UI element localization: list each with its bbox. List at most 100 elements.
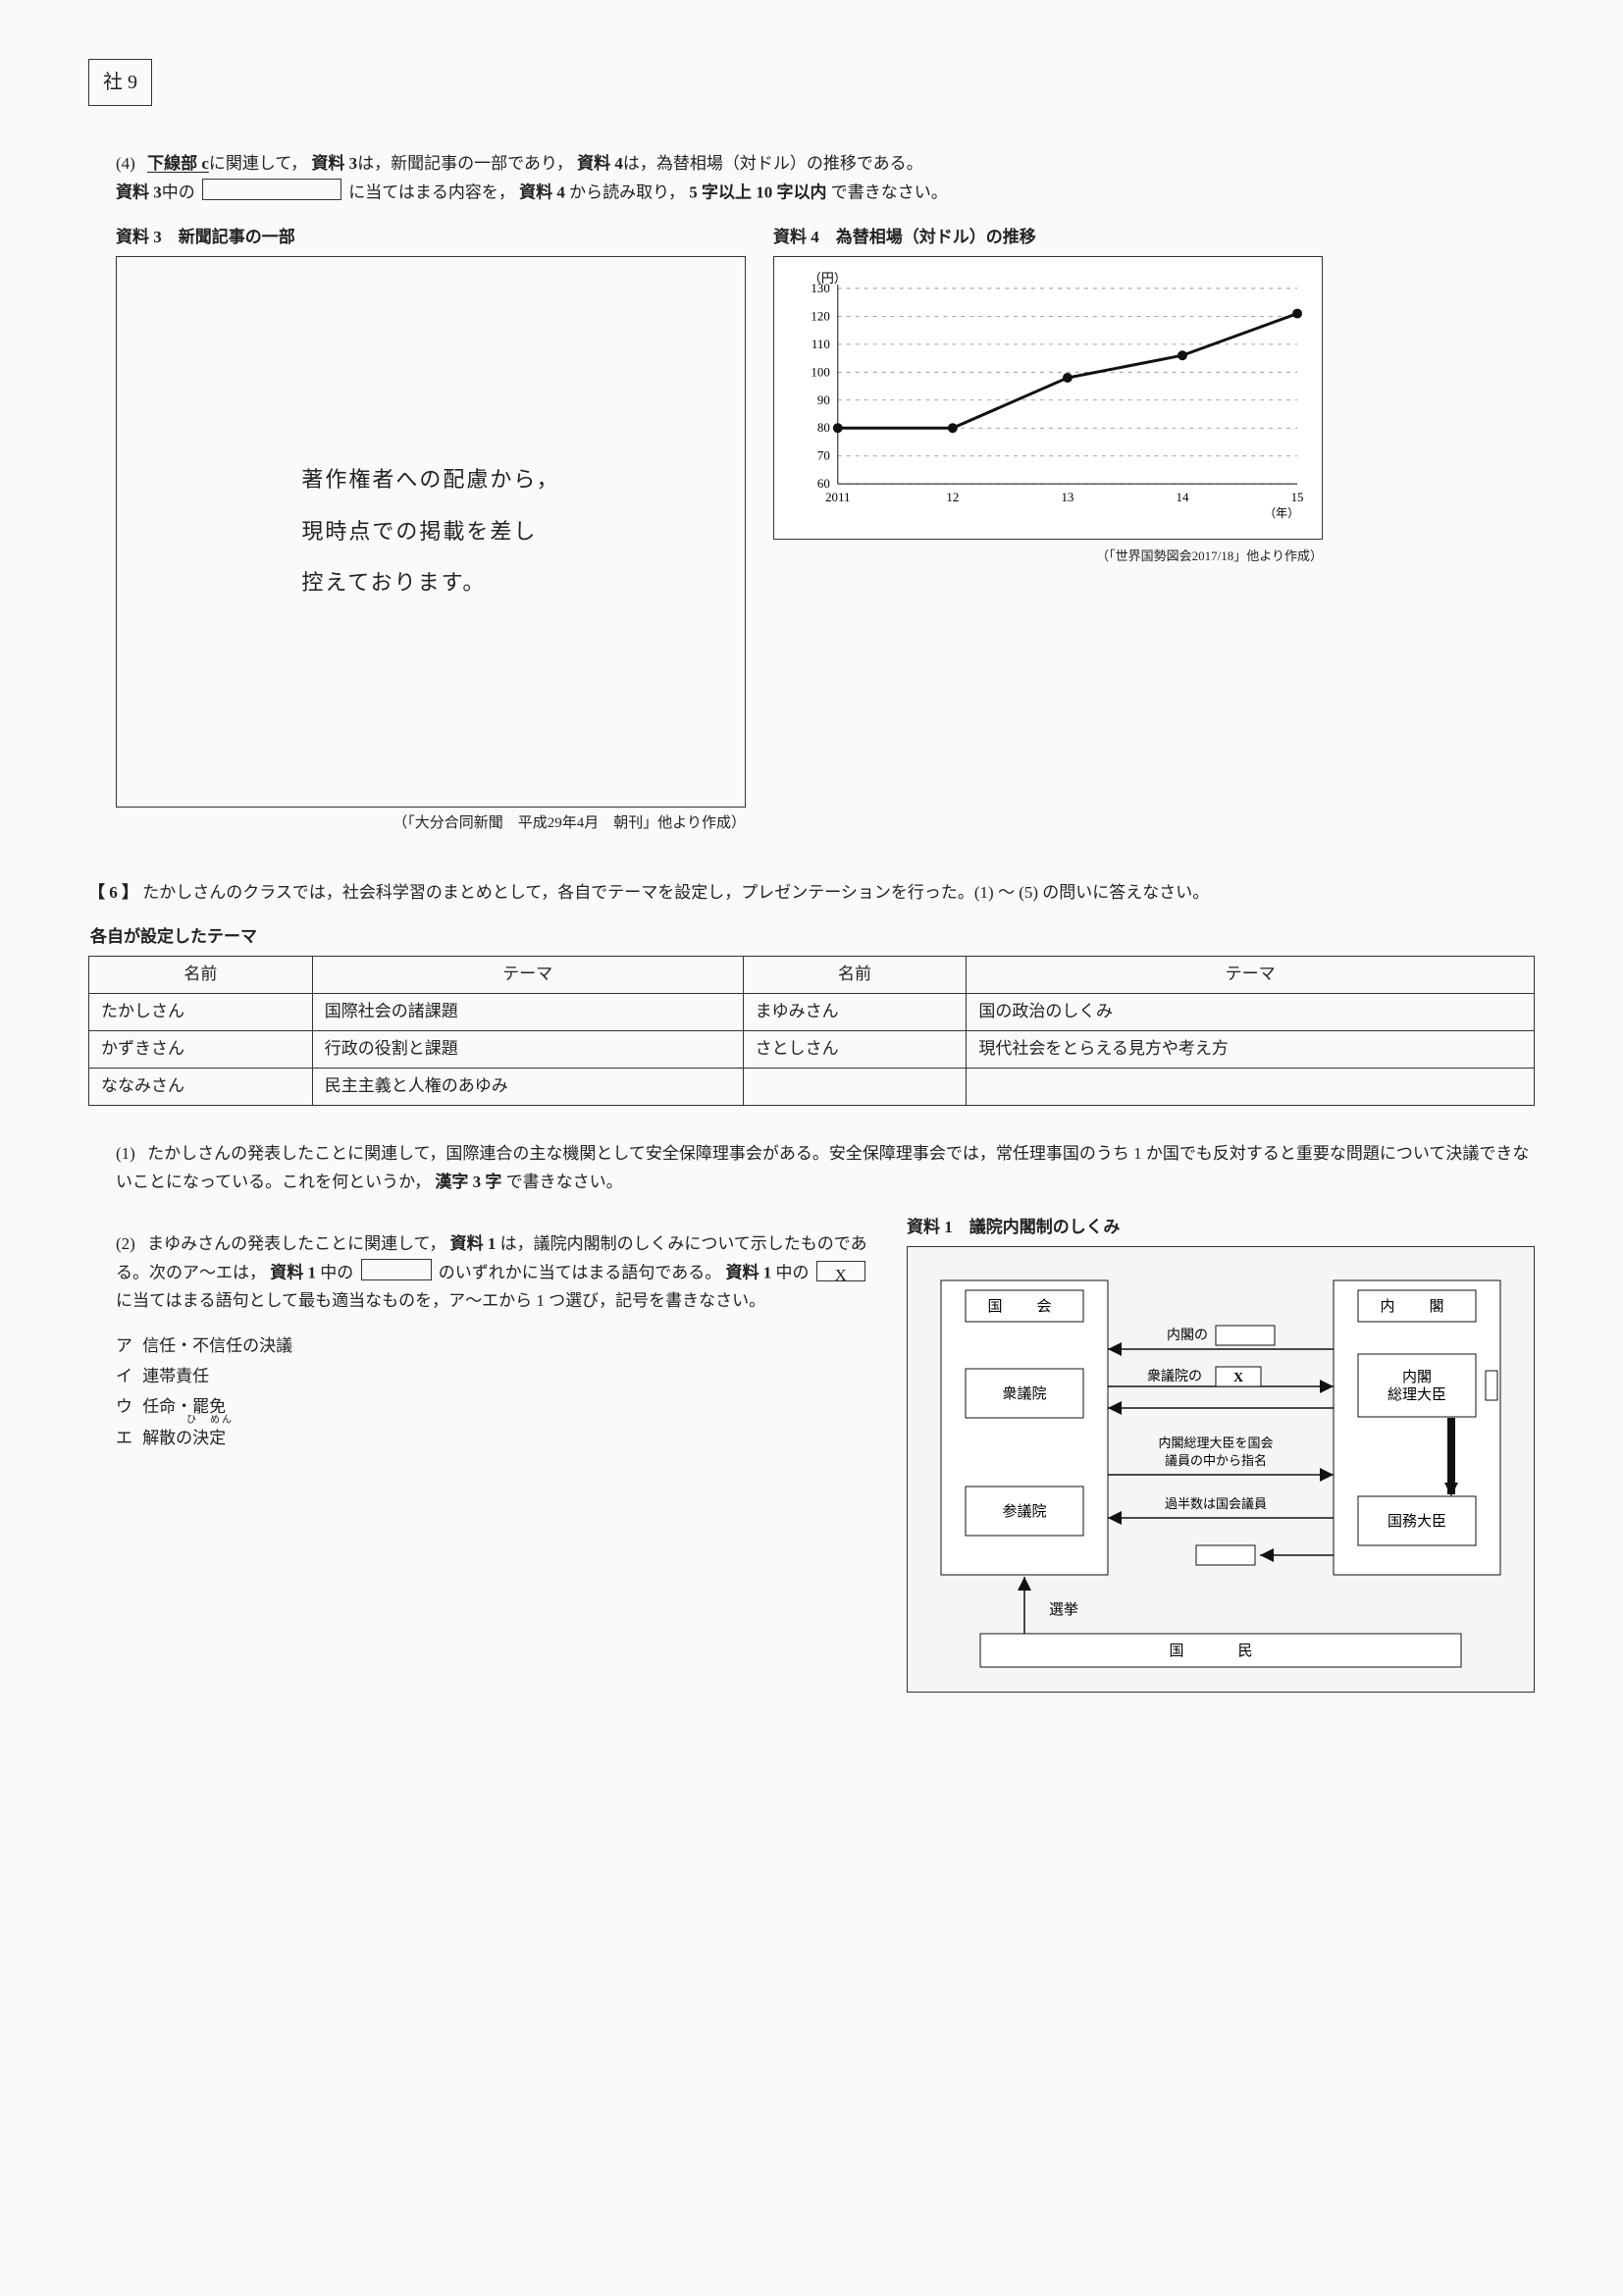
svg-text:衆議院: 衆議院 [1002,1384,1046,1402]
x-label: X [835,1266,847,1284]
svg-text:70: 70 [817,448,830,463]
svg-text:90: 90 [817,392,830,407]
table-cell [743,1069,967,1106]
table-row: かずきさん行政の役割と課題さとしさん現代社会をとらえる見方や考え方 [89,1031,1535,1069]
material-1: 資料 1 議院内閣制のしくみ 国 会内 閣衆議院参議院内閣総理大臣国務大臣内閣の… [907,1214,1535,1693]
choice-text: 連帯責任 [142,1367,209,1385]
q6-1-num: (1) [116,1144,135,1163]
ruby: ひ めん [186,1419,877,1423]
t: まゆみさんの発表したことに関連して， [147,1234,445,1253]
exchange-rate-chart: （円）60708090100110120130201112131415（年） [773,256,1323,540]
t: から読み取り， [569,183,685,201]
svg-text:14: 14 [1177,490,1189,504]
table-cell [967,1069,1535,1106]
t: は，為替相場（対ドル）の推移である。 [623,154,923,173]
table-cell: ななみさん [89,1069,313,1106]
t: 資料 4 [519,183,565,201]
q6-label: 【 6 】 [88,883,138,902]
table-cell: さとしさん [743,1031,967,1069]
q6-1: (1) たかしさんの発表したことに関連して，国際連合の主な機関として安全保障理事… [116,1140,1535,1197]
svg-text:X: X [1233,1371,1243,1385]
table-row: ななみさん民主主義と人権のあゆみ [89,1069,1535,1106]
table-cell: 国の政治のしくみ [967,994,1535,1031]
svg-text:12: 12 [946,490,959,504]
t: は，新聞記事の一部であり， [357,154,573,173]
material-4: 資料 4 為替相場（対ドル）の推移 （円）6070809010011012013… [773,224,1323,567]
svg-text:60: 60 [817,476,830,491]
q4-num: (4) [116,154,135,173]
theme-table-title: 各自が設定したテーマ [90,923,1535,952]
question-6: 【 6 】 たかしさんのクラスでは，社会科学習のまとめとして，各自でテーマを設定… [88,879,1535,1694]
svg-text:内 閣: 内 閣 [1380,1298,1453,1315]
choice-e[interactable]: エ解散の決定 [116,1425,877,1453]
svg-text:130: 130 [811,281,829,295]
svg-text:100: 100 [811,364,829,379]
table-header: 名前 [743,957,967,994]
table-cell: かずきさん [89,1031,313,1069]
svg-text:過半数は国会議員: 過半数は国会議員 [1165,1496,1267,1511]
material-3-box: 著作権者への配慮から， 現時点での掲載を差し 控えております。 [116,256,746,808]
svg-text:国務大臣: 国務大臣 [1387,1513,1446,1530]
t: 中の [320,1263,353,1281]
t: に関連して， [209,154,307,173]
svg-text:内閣総理大臣を国会: 内閣総理大臣を国会 [1158,1435,1273,1450]
choice-a[interactable]: ア信任・不信任の決議 [116,1332,877,1361]
table-cell: 民主主義と人権のあゆみ [312,1069,743,1106]
svg-text:議員の中から指名: 議員の中から指名 [1165,1453,1267,1468]
table-header: テーマ [312,957,743,994]
svg-text:13: 13 [1061,490,1073,504]
t: 資料 3 [116,183,162,201]
material-1-title: 資料 1 議院内閣制のしくみ [907,1214,1535,1242]
material-4-source: （「世界国勢図会2017/18」他より作成） [773,546,1323,567]
table-cell: 行政の役割と課題 [312,1031,743,1069]
material-3: 資料 3 新聞記事の一部 著作権者への配慮から， 現時点での掲載を差し 控えてお… [116,224,746,836]
table-cell: 国際社会の諸課題 [312,994,743,1031]
page-label: 社 9 [88,59,152,106]
t: 漢字 3 字 [435,1173,501,1191]
svg-text:内閣: 内閣 [1402,1369,1432,1385]
choice-text: 解散の決定 [142,1429,226,1447]
svg-text:衆議院の: 衆議院の [1147,1368,1202,1384]
svg-text:15: 15 [1291,490,1304,504]
q6-intro: たかしさんのクラスでは，社会科学習のまとめとして，各自でテーマを設定し，プレゼン… [142,883,1209,902]
t: 資料 3 [311,154,357,173]
material-3-title: 資料 3 新聞記事の一部 [116,224,746,252]
choice-u[interactable]: ウ任命・罷免ひ めん [116,1393,877,1424]
choice-label: ア [116,1332,142,1361]
table-header: テーマ [967,957,1535,994]
choice-label: エ [116,1425,142,1453]
t: で書きなさい。 [506,1173,623,1191]
answer-blank[interactable] [202,179,341,200]
t: のいずれかに当てはまる語句である。 [439,1263,722,1281]
x-box: X [816,1261,865,1281]
t: 資料 1 [726,1263,772,1281]
table-cell: 現代社会をとらえる見方や考え方 [967,1031,1535,1069]
svg-text:2011: 2011 [825,490,850,504]
parliamentary-diagram: 国 会内 閣衆議院参議院内閣総理大臣国務大臣内閣の衆議院のX内閣総理大臣を国会議… [907,1246,1535,1694]
table-header: 名前 [89,957,313,994]
question-4: (4) 下線部 cに関連して， 資料 3は，新聞記事の一部であり， 資料 4は，… [116,150,1535,837]
material-4-title: 資料 4 為替相場（対ドル）の推移 [773,224,1323,252]
t: 5 字以上 10 字以内 [689,183,826,201]
choice-text: 任命・罷免 [142,1397,226,1416]
choice-list: ア信任・不信任の決議 イ連帯責任 ウ任命・罷免ひ めん エ解散の決定 [116,1332,877,1454]
t: 資料 1 [450,1234,497,1253]
table-cell: たかしさん [89,994,313,1031]
svg-text:参議院: 参議院 [1002,1502,1046,1520]
copyright-notice: 著作権者への配慮から， [301,454,559,506]
copyright-notice: 現時点での掲載を差し [301,506,559,558]
t: に当てはまる語句として最も適当なものを，ア〜エから 1 つ選び，記号を書きなさい… [116,1291,765,1310]
t: に当てはまる内容を， [348,183,515,201]
blank-box [361,1259,432,1280]
t: 中の [162,183,195,201]
svg-text:総理大臣: 総理大臣 [1387,1386,1446,1403]
svg-text:120: 120 [811,308,829,323]
svg-text:（年）: （年） [1264,506,1299,520]
svg-text:国 会: 国 会 [987,1298,1061,1315]
t: たかしさんの発表したことに関連して，国際連合の主な機関として安全保障理事会がある… [116,1144,1529,1191]
q6-2: (2) まゆみさんの発表したことに関連して， 資料 1 は，議院内閣制のしくみに… [116,1214,877,1456]
choice-i[interactable]: イ連帯責任 [116,1363,877,1391]
choice-label: イ [116,1363,142,1391]
q6-2-num: (2) [116,1234,135,1253]
svg-text:国 民: 国 民 [1169,1643,1272,1659]
